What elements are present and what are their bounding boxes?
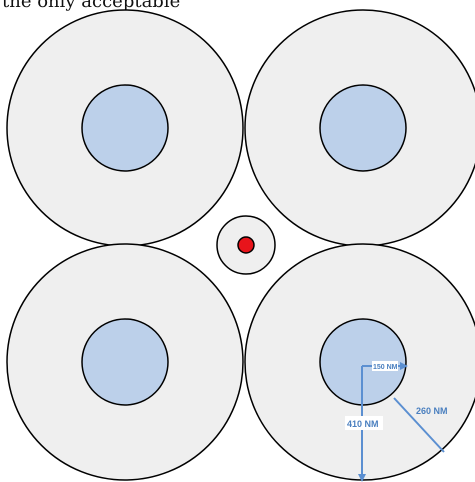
zone-bottom-right — [244, 243, 475, 481]
center-marker — [216, 215, 276, 275]
cropped-top-text: the only acceptable — [2, 0, 181, 12]
inner-zone-circle — [81, 318, 169, 406]
label-bg-150nm — [372, 361, 398, 371]
label-260nm: 260 NM — [416, 406, 448, 416]
inner-zone-circle — [81, 84, 169, 172]
inner-zone-circle — [319, 84, 407, 172]
zone-top-right — [244, 9, 475, 247]
arrow-260nm — [393, 397, 445, 453]
zone-bottom-left — [6, 243, 244, 481]
center-dot — [237, 236, 255, 254]
label-150nm: 150 NM — [373, 364, 398, 371]
label-410nm: 410 NM — [347, 419, 379, 429]
label-bg-410nm — [345, 416, 383, 430]
zone-top-left — [6, 9, 244, 247]
